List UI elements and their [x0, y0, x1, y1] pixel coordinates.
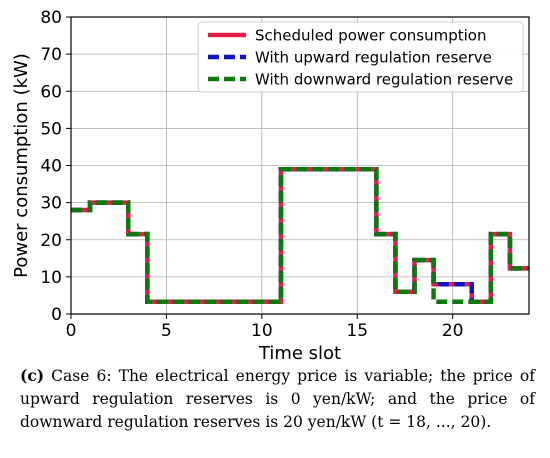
y-tick-label: 10	[40, 268, 62, 288]
series-line-3	[71, 166, 529, 304]
power-consumption-chart: 0 5 10 15 20 0 10 20 30 40 50 60 70 80 Time slot Powe…	[11, 8, 530, 360]
y-tick-label: 70	[40, 45, 62, 65]
legend-box	[197, 21, 524, 93]
caption-text: Case 6: The electrical energy price is v…	[20, 367, 535, 431]
y-tick-label: 50	[40, 119, 62, 139]
x-tick-label: 15	[346, 321, 368, 341]
x-axis-label: Time slot	[258, 343, 341, 360]
series-line-1	[71, 166, 529, 304]
figure-caption: (c) Case 6: The electrical energy price …	[20, 364, 535, 434]
x-tick-label: 0	[66, 321, 77, 341]
y-axis-label: Power consumption (kW)	[11, 53, 32, 278]
legend-label: Scheduled power consumption	[255, 27, 486, 45]
y-tick-label: 60	[40, 82, 62, 102]
x-tick-label: 5	[161, 321, 172, 341]
axis-ticks: 0 5 10 15 20 0 10 20 30 40 50 60 70 80	[40, 8, 463, 341]
y-tick-label: 80	[40, 8, 62, 28]
legend-label: With upward regulation reserve	[255, 49, 492, 67]
x-tick-label: 20	[442, 321, 464, 341]
caption-label: (c)	[20, 366, 45, 385]
y-tick-label: 30	[40, 194, 62, 214]
legend: Scheduled power consumption With upward r…	[197, 21, 524, 93]
x-tick-label: 10	[251, 321, 273, 341]
y-tick-label: 40	[40, 157, 62, 177]
y-tick-label: 0	[51, 305, 62, 325]
legend-label: With downward regulation reserve	[255, 71, 513, 89]
series-layer	[71, 166, 529, 304]
y-tick-label: 20	[40, 231, 62, 251]
